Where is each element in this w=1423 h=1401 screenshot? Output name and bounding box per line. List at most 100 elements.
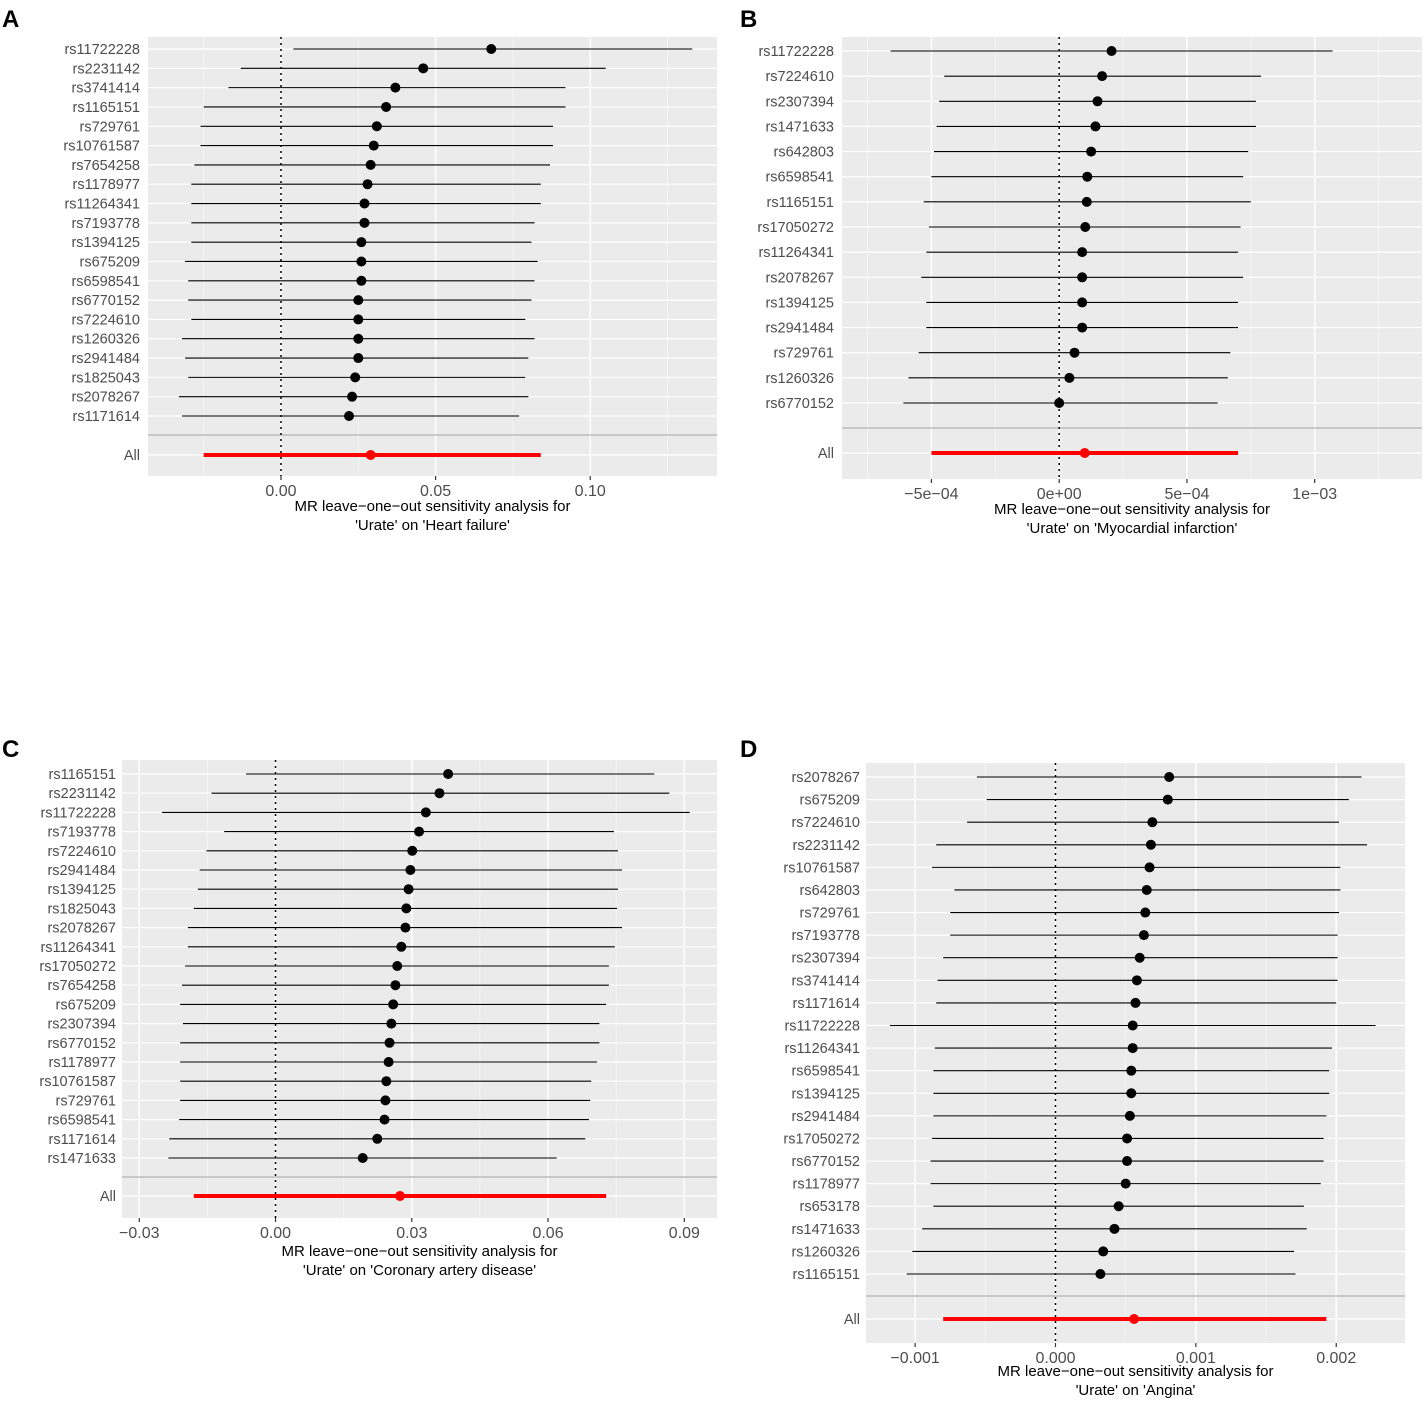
snp-label: rs6598541	[791, 1064, 860, 1080]
snp-label: rs653178	[800, 1199, 860, 1215]
snp-label: rs1394125	[765, 295, 834, 311]
snp-estimate-point	[353, 314, 364, 325]
snp-label: rs1471633	[791, 1222, 860, 1238]
panel-label-b: B	[740, 6, 758, 33]
snp-estimate-point	[407, 845, 418, 856]
snp-estimate-point	[357, 1153, 368, 1163]
snp-estimate-point	[381, 1076, 392, 1087]
snp-label: rs2231142	[49, 786, 116, 802]
snp-estimate-point	[1145, 839, 1156, 850]
x-tick-label: 5e−04	[1164, 486, 1209, 503]
snp-estimate-point	[379, 1114, 390, 1125]
snp-estimate-point	[1134, 952, 1145, 963]
plot-background	[866, 763, 1405, 1343]
snp-estimate-point	[344, 411, 355, 421]
x-tick-label: −0.03	[119, 1225, 160, 1242]
x-axis-title: MR leave−one−out sensitivity analysis fo…	[295, 498, 571, 515]
snp-label: rs6598541	[47, 1113, 116, 1129]
snp-estimate-point	[1113, 1201, 1124, 1212]
snp-estimate-point	[1131, 975, 1142, 986]
snp-label: rs2307394	[765, 94, 834, 110]
snp-label: rs729761	[774, 346, 834, 362]
snp-label: rs6770152	[47, 1036, 116, 1052]
snp-estimate-point	[1122, 1156, 1133, 1167]
x-axis-title: 'Urate' on 'Angina'	[1076, 1382, 1196, 1399]
snp-estimate-point	[1077, 322, 1088, 333]
snp-label: rs10761587	[39, 1074, 116, 1090]
snp-label: rs7654258	[71, 158, 140, 174]
snp-estimate-point	[1097, 71, 1108, 82]
snp-estimate-point	[1138, 930, 1149, 941]
snp-label: rs1394125	[47, 882, 116, 898]
x-tick-label: 0.06	[532, 1225, 563, 1242]
snp-label: rs6770152	[71, 293, 140, 309]
snp-label: rs729761	[80, 119, 140, 135]
snp-estimate-point	[1098, 1246, 1109, 1257]
snp-label: rs11722228	[784, 1019, 860, 1035]
snp-estimate-point	[1162, 794, 1173, 805]
snp-estimate-point	[400, 922, 411, 933]
snp-estimate-point	[403, 884, 414, 895]
snp-label: rs2307394	[47, 1017, 116, 1033]
snp-label: rs2078267	[71, 390, 140, 406]
snp-estimate-point	[486, 44, 497, 54]
snp-estimate-point	[381, 101, 392, 112]
snp-label: rs2078267	[47, 921, 116, 937]
snp-estimate-point	[443, 769, 454, 779]
snp-estimate-point	[1077, 247, 1088, 258]
x-tick-label: 0.03	[396, 1225, 427, 1242]
snp-label: rs3741414	[791, 973, 860, 989]
snp-label: rs1260326	[765, 371, 834, 387]
snp-label: rs10761587	[63, 139, 140, 155]
snp-label: rs1260326	[791, 1244, 860, 1260]
snp-estimate-point	[1064, 372, 1075, 383]
snp-estimate-point	[353, 353, 364, 364]
snp-label: rs7224610	[791, 815, 860, 831]
snp-label: rs2078267	[791, 770, 860, 786]
snp-estimate-point	[1090, 121, 1101, 132]
plot-background	[148, 37, 717, 476]
snp-label: rs675209	[56, 997, 116, 1013]
snp-estimate-point	[1077, 297, 1088, 308]
snp-estimate-point	[1081, 196, 1092, 207]
snp-label: rs2307394	[791, 951, 860, 967]
forest-plot-c: C rs1165151 rs2231142 rs11722228 rs7193778 r…	[0, 730, 720, 1290]
snp-label: rs7654258	[47, 978, 116, 994]
overall-estimate-point	[365, 450, 376, 460]
panel-label-a: A	[2, 6, 20, 33]
snp-estimate-point	[390, 82, 401, 93]
snp-label: rs1825043	[71, 370, 140, 386]
snp-estimate-point	[371, 121, 382, 132]
snp-label: rs2941484	[47, 863, 116, 879]
snp-label: rs1165151	[767, 195, 834, 211]
snp-estimate-point	[1054, 398, 1065, 408]
plot-background	[842, 37, 1422, 479]
snp-estimate-point	[353, 333, 364, 344]
snp-estimate-point	[1069, 347, 1080, 358]
x-tick-label: 0.09	[669, 1225, 700, 1242]
snp-label: rs7224610	[71, 312, 140, 328]
x-tick-label: 0e+00	[1037, 486, 1082, 503]
snp-estimate-point	[1140, 907, 1151, 918]
snp-estimate-point	[1164, 772, 1175, 782]
x-axis-title: MR leave−one−out sensitivity analysis fo…	[998, 1363, 1274, 1380]
snp-estimate-point	[396, 941, 407, 952]
snp-estimate-point	[420, 807, 431, 818]
snp-estimate-point	[1077, 272, 1088, 283]
snp-estimate-point	[1127, 1020, 1138, 1031]
snp-label: rs1178977	[73, 177, 140, 193]
snp-estimate-point	[372, 1133, 383, 1144]
snp-label: rs6598541	[765, 170, 834, 186]
x-tick-label: 0.001	[1176, 1350, 1216, 1367]
snp-estimate-point	[1120, 1178, 1131, 1189]
snp-estimate-point	[388, 999, 399, 1010]
snp-label: rs1825043	[47, 901, 116, 917]
snp-estimate-point	[1141, 884, 1152, 895]
snp-label: rs1178977	[49, 1055, 116, 1071]
snp-estimate-point	[365, 159, 376, 170]
snp-label: rs10761587	[783, 860, 860, 876]
snp-estimate-point	[350, 372, 361, 383]
snp-label: rs6770152	[765, 396, 834, 412]
snp-label: rs11264341	[784, 1041, 860, 1057]
snp-estimate-point	[434, 788, 445, 799]
